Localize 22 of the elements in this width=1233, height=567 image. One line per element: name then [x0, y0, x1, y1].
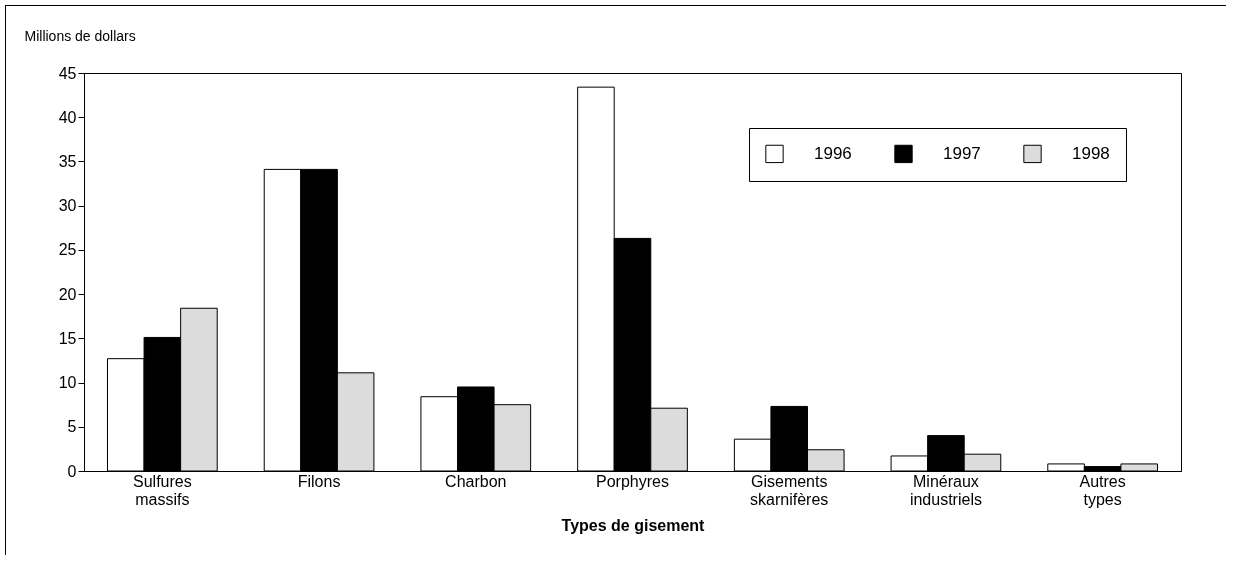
y-tick-label: 20 [58, 285, 77, 303]
y-tick-label: 25 [58, 241, 77, 259]
y-tick-label: 35 [58, 152, 77, 170]
y-tick-label: 45 [58, 64, 77, 82]
y-tick-label: 5 [67, 418, 77, 436]
x-tick-label: Autres types [1079, 472, 1126, 508]
y-tick-label: 10 [58, 374, 77, 392]
y-tick-label: 15 [58, 329, 77, 347]
y-axis-title: Millions de dollars [24, 27, 136, 44]
x-tick-label: Gisements skarnifères [750, 472, 829, 508]
x-tick-label: Sulfures massifs [133, 472, 192, 508]
legend-label: 1998 [1072, 143, 1110, 163]
x-axis-title: Types de gisement [561, 516, 706, 534]
y-tick-label: 30 [58, 197, 77, 215]
x-tick-label: Minéraux industriels [909, 472, 982, 508]
x-tick-label: Porphyres [596, 472, 669, 490]
y-tick-label: 0 [67, 462, 77, 480]
x-tick-label: Filons [297, 472, 341, 490]
x-tick-label: Charbon [445, 472, 507, 490]
legend-label: 1996 [814, 143, 852, 163]
y-tick-label: 40 [58, 108, 77, 126]
legend-label: 1997 [943, 143, 981, 163]
